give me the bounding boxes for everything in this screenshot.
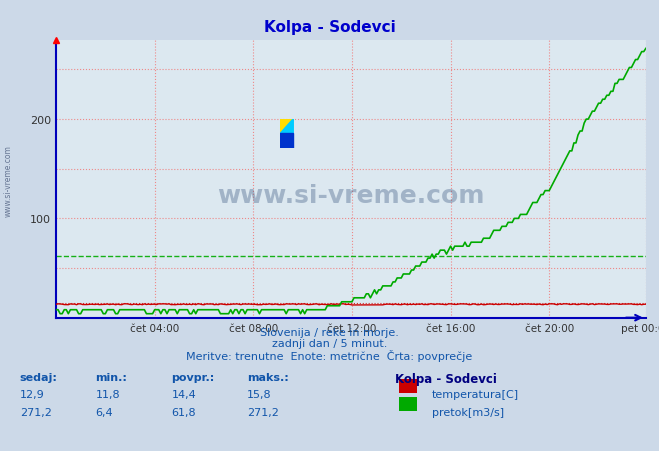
Text: www.si-vreme.com: www.si-vreme.com [217, 184, 484, 208]
Text: pretok[m3/s]: pretok[m3/s] [432, 407, 503, 417]
Text: Meritve: trenutne  Enote: metrične  Črta: povprečje: Meritve: trenutne Enote: metrične Črta: … [186, 350, 473, 362]
Text: 6,4: 6,4 [96, 407, 113, 417]
Text: sedaj:: sedaj: [20, 372, 57, 382]
Text: 11,8: 11,8 [96, 389, 120, 399]
Text: Kolpa - Sodevci: Kolpa - Sodevci [264, 20, 395, 35]
Text: 12,9: 12,9 [20, 389, 45, 399]
Text: min.:: min.: [96, 372, 127, 382]
Text: povpr.:: povpr.: [171, 372, 215, 382]
Text: maks.:: maks.: [247, 372, 289, 382]
Text: 271,2: 271,2 [20, 407, 51, 417]
Text: Kolpa - Sodevci: Kolpa - Sodevci [395, 372, 498, 385]
Text: Slovenija / reke in morje.: Slovenija / reke in morje. [260, 327, 399, 337]
Polygon shape [280, 120, 293, 134]
Text: www.si-vreme.com: www.si-vreme.com [3, 144, 13, 216]
Text: 15,8: 15,8 [247, 389, 272, 399]
Polygon shape [280, 120, 293, 134]
Polygon shape [280, 134, 293, 149]
Text: 14,4: 14,4 [171, 389, 196, 399]
Text: 61,8: 61,8 [171, 407, 196, 417]
Text: zadnji dan / 5 minut.: zadnji dan / 5 minut. [272, 338, 387, 348]
Text: temperatura[C]: temperatura[C] [432, 389, 519, 399]
Text: 271,2: 271,2 [247, 407, 279, 417]
